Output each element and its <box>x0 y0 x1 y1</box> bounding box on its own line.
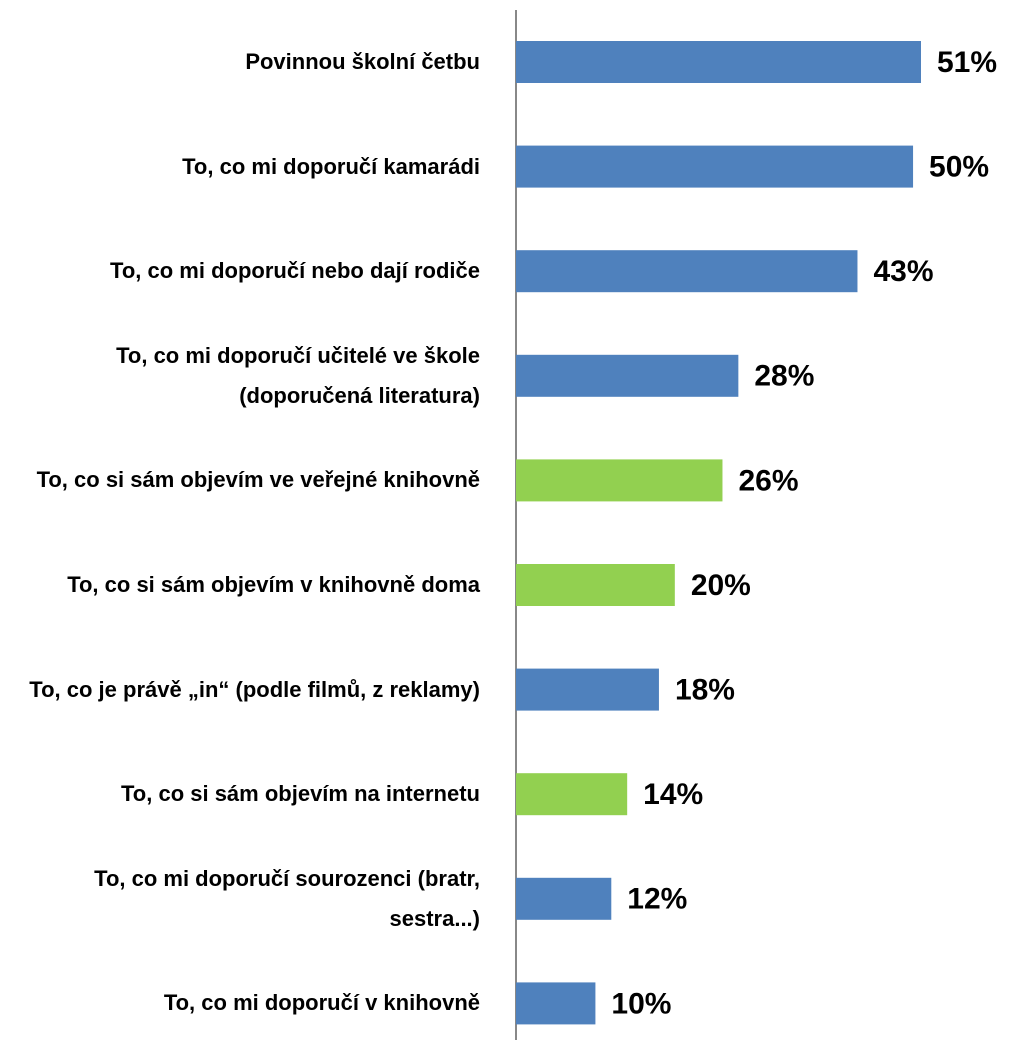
category-label: To, co mi doporučí učitelé ve škole (dop… <box>116 342 480 408</box>
value-label: 12% <box>627 883 687 916</box>
bar <box>516 773 628 816</box>
value-label: 14% <box>643 778 703 811</box>
bar <box>516 877 612 920</box>
bar <box>516 145 914 188</box>
bar <box>516 354 739 397</box>
bar <box>516 459 723 502</box>
category-label: To, co si sám objevím v knihovně doma <box>67 572 480 597</box>
value-label: 43% <box>873 255 933 288</box>
value-label: 28% <box>754 360 814 393</box>
bar <box>516 982 596 1025</box>
category-label: To, co mi doporučí nebo dají rodiče <box>110 258 480 284</box>
category-label: To, co je právě „in“ (podle filmů, z rek… <box>29 676 480 702</box>
category-label: Povinnou školní četbu <box>245 49 480 74</box>
bar <box>516 250 858 293</box>
bar <box>516 564 675 606</box>
category-label: To, co mi doporučí v knihovně <box>163 990 480 1016</box>
value-label: 26% <box>738 464 798 497</box>
value-label: 18% <box>675 674 735 707</box>
bar <box>516 41 921 83</box>
category-label: To, co si sám objevím na internetu <box>120 781 480 807</box>
value-label: 20% <box>691 569 751 602</box>
category-label: To, co si sám objevím ve veřejné knihovn… <box>36 467 480 493</box>
value-label: 51% <box>937 46 997 79</box>
category-label: To, co mi doporučí kamarádi <box>182 153 480 179</box>
bar <box>516 668 659 711</box>
value-label: 50% <box>929 151 989 184</box>
value-label: 10% <box>611 987 671 1020</box>
category-label: To, co mi doporučí sourozenci (bratr, se… <box>94 865 480 931</box>
